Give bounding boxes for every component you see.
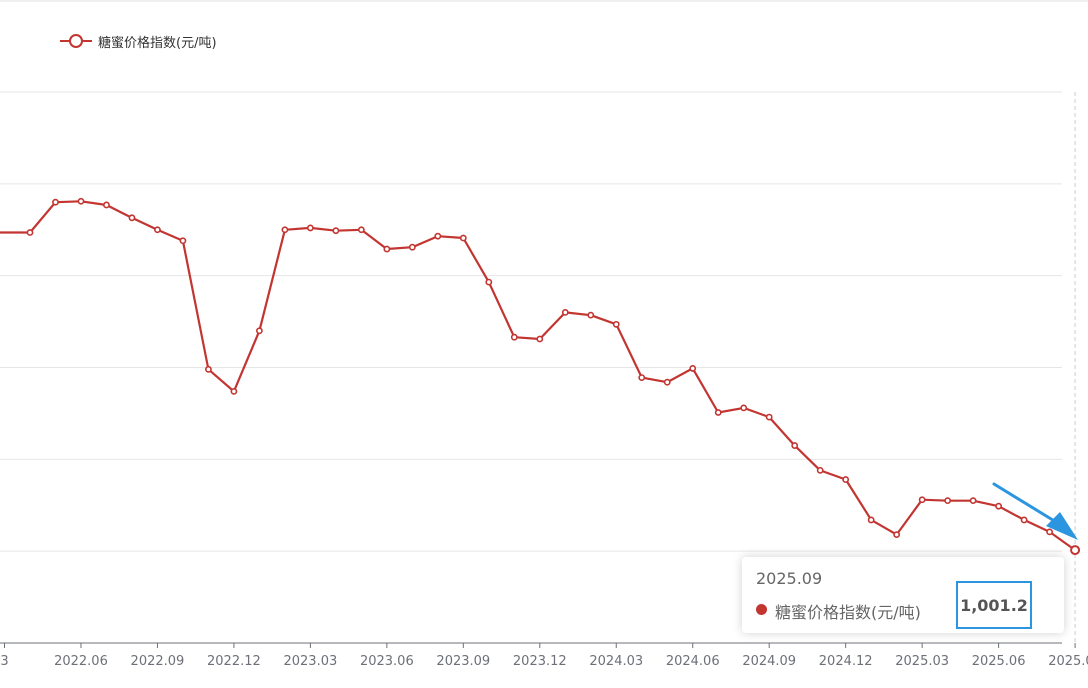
data-point	[893, 531, 901, 539]
data-point	[765, 413, 773, 421]
x-tick-label: 2022.09	[131, 654, 185, 669]
data-point	[689, 365, 697, 372]
chart-legend[interactable]: 糖蜜价格指数(元/吨)	[60, 31, 217, 51]
tooltip-series-name: 糖蜜价格指数(元/吨)	[775, 603, 921, 622]
data-point	[255, 327, 263, 335]
data-point	[612, 320, 620, 328]
data-point	[281, 226, 289, 234]
chart-tooltip: 2025.09 糖蜜价格指数(元/吨) 1,001.2	[742, 557, 1064, 633]
data-point-highlighted	[1070, 545, 1081, 556]
data-point	[1020, 516, 1028, 524]
data-point	[306, 224, 314, 232]
data-point	[383, 245, 391, 253]
x-tick-label: 2023.12	[513, 654, 567, 669]
circle-line-icon	[60, 34, 92, 48]
x-tick-label: 2024.09	[742, 654, 796, 669]
x-tick-label: 2024.03	[589, 654, 643, 669]
data-point	[459, 234, 467, 242]
data-point	[332, 227, 340, 235]
data-point	[179, 237, 187, 245]
data-point	[205, 365, 212, 373]
data-point	[867, 516, 875, 524]
legend-label: 糖蜜价格指数(元/吨)	[98, 35, 217, 51]
data-point	[103, 201, 110, 209]
data-point	[52, 198, 59, 206]
data-point	[357, 226, 365, 234]
data-point	[842, 476, 850, 483]
x-tick-label: 2025.03	[895, 654, 949, 669]
data-point	[740, 404, 748, 412]
data-point	[638, 374, 646, 382]
x-tick-label: 2022.12	[207, 654, 261, 669]
x-tick-label: 2025.09	[1048, 654, 1088, 669]
x-tick-label: 2024.06	[666, 654, 720, 669]
data-point	[510, 333, 518, 341]
tooltip-value: 1,001.2	[956, 581, 1032, 629]
data-point	[714, 409, 722, 416]
x-tick-label: 2025.06	[972, 654, 1026, 669]
data-point	[77, 197, 85, 205]
data-point	[944, 497, 952, 505]
tooltip-date: 2025.09	[756, 569, 823, 588]
data-point	[918, 496, 926, 504]
data-point	[128, 214, 136, 222]
data-point	[26, 229, 34, 236]
data-point	[154, 226, 161, 234]
data-point	[791, 442, 799, 449]
x-tick-label: 2022.06	[54, 654, 108, 669]
data-point	[587, 311, 595, 319]
data-point	[408, 243, 416, 251]
data-point	[995, 502, 1003, 510]
x-tick-label: 2023.09	[436, 654, 490, 669]
x-tick-label: 2023.03	[283, 654, 337, 669]
x-tick-label: 3	[0, 654, 8, 669]
data-point	[434, 232, 442, 240]
x-tick-label: 2024.12	[819, 654, 873, 669]
series-line	[0, 200, 1076, 551]
data-point	[561, 308, 569, 316]
data-point	[536, 335, 544, 343]
tooltip-series-marker	[756, 604, 767, 615]
data-point	[230, 387, 238, 395]
data-point	[485, 278, 493, 286]
top-border	[0, 0, 1088, 2]
data-point	[816, 466, 824, 474]
data-point	[1046, 528, 1053, 536]
data-point	[663, 378, 671, 386]
x-tick-label: 2023.06	[360, 654, 414, 669]
data-point	[969, 497, 977, 505]
